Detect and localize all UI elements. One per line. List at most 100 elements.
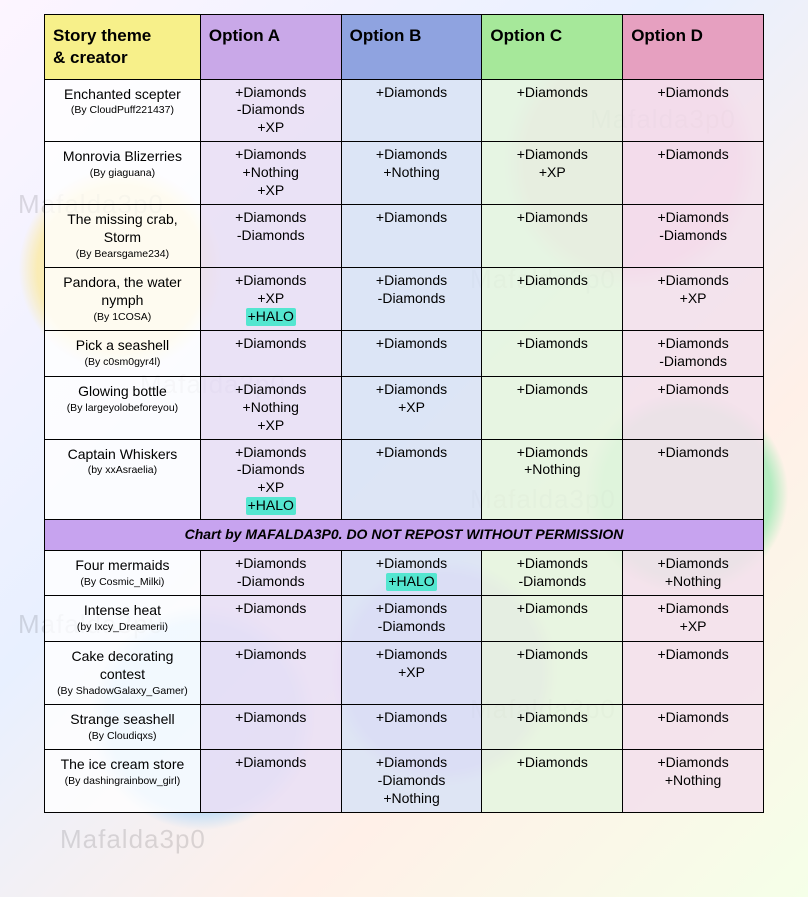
- table-row: Captain Whiskers(by xxAsraelia) +Diamonds…: [45, 439, 764, 520]
- story-cell: Captain Whiskers(by xxAsraelia): [45, 439, 201, 520]
- story-cell: Pandora, the water nymph(By 1COSA): [45, 268, 201, 331]
- reward-line: +Diamonds: [348, 709, 476, 727]
- reward-line: +Diamonds: [488, 600, 616, 618]
- reward-line: -Diamonds: [629, 353, 757, 371]
- reward-cell: +Diamonds+XP: [623, 268, 764, 331]
- story-creator: (by Ixcy_Dreamerii): [49, 621, 196, 634]
- reward-line: +Diamonds: [629, 444, 757, 462]
- reward-line: +Diamonds: [207, 646, 335, 664]
- reward-cell: +Diamonds: [482, 376, 623, 439]
- reward-cell: +Diamonds+Nothing: [623, 551, 764, 596]
- story-creator: (By c0sm0gyr4l): [49, 356, 196, 369]
- reward-line: +Diamonds: [348, 646, 476, 664]
- header-story-theme: Story theme & creator: [45, 15, 201, 80]
- reward-line: +Diamonds: [207, 709, 335, 727]
- reward-line: +Diamonds: [348, 381, 476, 399]
- reward-line: +Nothing: [348, 164, 476, 182]
- reward-line: +Diamonds: [207, 444, 335, 462]
- table-row: Pick a seashell(By c0sm0gyr4l)+Diamonds+…: [45, 331, 764, 376]
- reward-line: -Diamonds: [207, 573, 335, 591]
- reward-cell: +Diamonds: [341, 204, 482, 267]
- reward-cell: +Diamonds: [482, 204, 623, 267]
- reward-cell: +Diamonds: [482, 750, 623, 813]
- reward-line: +Diamonds: [629, 209, 757, 227]
- reward-line: +XP: [207, 290, 335, 308]
- reward-cell: +Diamonds: [200, 750, 341, 813]
- story-title: Intense heat: [84, 602, 161, 618]
- reward-line: +Diamonds: [348, 444, 476, 462]
- reward-line: +XP: [629, 290, 757, 308]
- reward-line: -Diamonds: [348, 290, 476, 308]
- reward-cell: +Diamonds-Diamonds: [623, 204, 764, 267]
- reward-cell: +Diamonds+Nothing: [482, 439, 623, 520]
- table-row: Four mermaids(By Cosmic_Milki)+Diamonds-…: [45, 551, 764, 596]
- reward-line: +Nothing: [629, 772, 757, 790]
- reward-cell: +Diamonds+Nothing+XP: [200, 142, 341, 205]
- reward-line: +HALO: [207, 497, 335, 515]
- story-creator: (By dashingrainbow_girl): [49, 775, 196, 788]
- story-title: Captain Whiskers: [68, 446, 178, 462]
- reward-line: +XP: [629, 618, 757, 636]
- story-cell: Intense heat (by Ixcy_Dreamerii): [45, 596, 201, 641]
- story-cell: Strange seashell(By Cloudiqxs): [45, 704, 201, 749]
- reward-cell: +Diamonds: [341, 704, 482, 749]
- reward-cell: +Diamonds: [482, 79, 623, 142]
- reward-line: +Diamonds: [629, 335, 757, 353]
- reward-line: +Diamonds: [629, 381, 757, 399]
- table-row: Cake decorating contest(By ShadowGalaxy_…: [45, 641, 764, 704]
- reward-line: +Diamonds: [348, 335, 476, 353]
- reward-line: +Diamonds: [629, 646, 757, 664]
- reward-line: +Diamonds: [207, 335, 335, 353]
- reward-cell: +Diamonds: [200, 641, 341, 704]
- reward-cell: +Diamonds: [482, 268, 623, 331]
- table-row: Enchanted scepter (By CloudPuff221437) +Di…: [45, 79, 764, 142]
- reward-line: +Diamonds: [348, 272, 476, 290]
- attribution-banner-row: Chart by MAFALDA3P0. DO NOT REPOST WITHO…: [45, 520, 764, 551]
- table-row: Glowing bottle(By largeyolobeforeyou)+Di…: [45, 376, 764, 439]
- reward-line: +Diamonds: [207, 381, 335, 399]
- story-title: Pandora, the water nymph: [63, 274, 181, 308]
- reward-line: +Diamonds: [348, 555, 476, 573]
- reward-line: +Diamonds: [488, 709, 616, 727]
- story-creator: (By CloudPuff221437): [49, 104, 196, 117]
- reward-line: +Diamonds: [348, 209, 476, 227]
- reward-cell: +Diamonds+XP: [341, 641, 482, 704]
- table-row: Pandora, the water nymph(By 1COSA)+Diamo…: [45, 268, 764, 331]
- reward-line: +Diamonds: [629, 146, 757, 164]
- story-cell: Four mermaids(By Cosmic_Milki): [45, 551, 201, 596]
- reward-cell: +Diamonds-Diamonds: [200, 551, 341, 596]
- reward-line: +Diamonds: [629, 272, 757, 290]
- reward-cell: +Diamonds-Diamonds: [623, 331, 764, 376]
- story-title: Cake decorating contest: [71, 648, 173, 682]
- reward-line: +Nothing: [207, 164, 335, 182]
- reward-line: +Diamonds: [629, 709, 757, 727]
- table-header-row: Story theme & creator Option A Option B …: [45, 15, 764, 80]
- reward-line: +Diamonds: [488, 146, 616, 164]
- reward-line: +Nothing: [207, 399, 335, 417]
- reward-line: +Diamonds: [207, 146, 335, 164]
- reward-cell: +Diamonds: [482, 704, 623, 749]
- reward-cell: +Diamonds+XP: [341, 376, 482, 439]
- story-title: Enchanted scepter: [64, 86, 181, 102]
- story-title: Pick a seashell: [76, 337, 169, 353]
- reward-line: +XP: [348, 399, 476, 417]
- reward-line: +Diamonds: [488, 555, 616, 573]
- reward-cell: +Diamonds+HALO: [341, 551, 482, 596]
- reward-line: +HALO: [207, 308, 335, 326]
- story-title: Strange seashell: [70, 711, 174, 727]
- story-creator: (By Bearsgame234): [49, 248, 196, 261]
- reward-cell: +Diamonds: [623, 376, 764, 439]
- reward-cell: +Diamonds: [623, 439, 764, 520]
- reward-cell: +Diamonds: [623, 704, 764, 749]
- reward-line: +XP: [488, 164, 616, 182]
- reward-line: +Nothing: [629, 573, 757, 591]
- reward-line: +Diamonds: [488, 381, 616, 399]
- reward-line: -Diamonds: [348, 618, 476, 636]
- reward-line: -Diamonds: [207, 227, 335, 245]
- reward-cell: +Diamonds+Nothing: [341, 142, 482, 205]
- reward-line: +Diamonds: [488, 84, 616, 102]
- reward-cell: +Diamonds+XP+HALO: [200, 268, 341, 331]
- reward-line: -Diamonds: [207, 461, 335, 479]
- reward-line: +XP: [207, 119, 335, 137]
- story-creator: (By giaguana): [49, 167, 196, 180]
